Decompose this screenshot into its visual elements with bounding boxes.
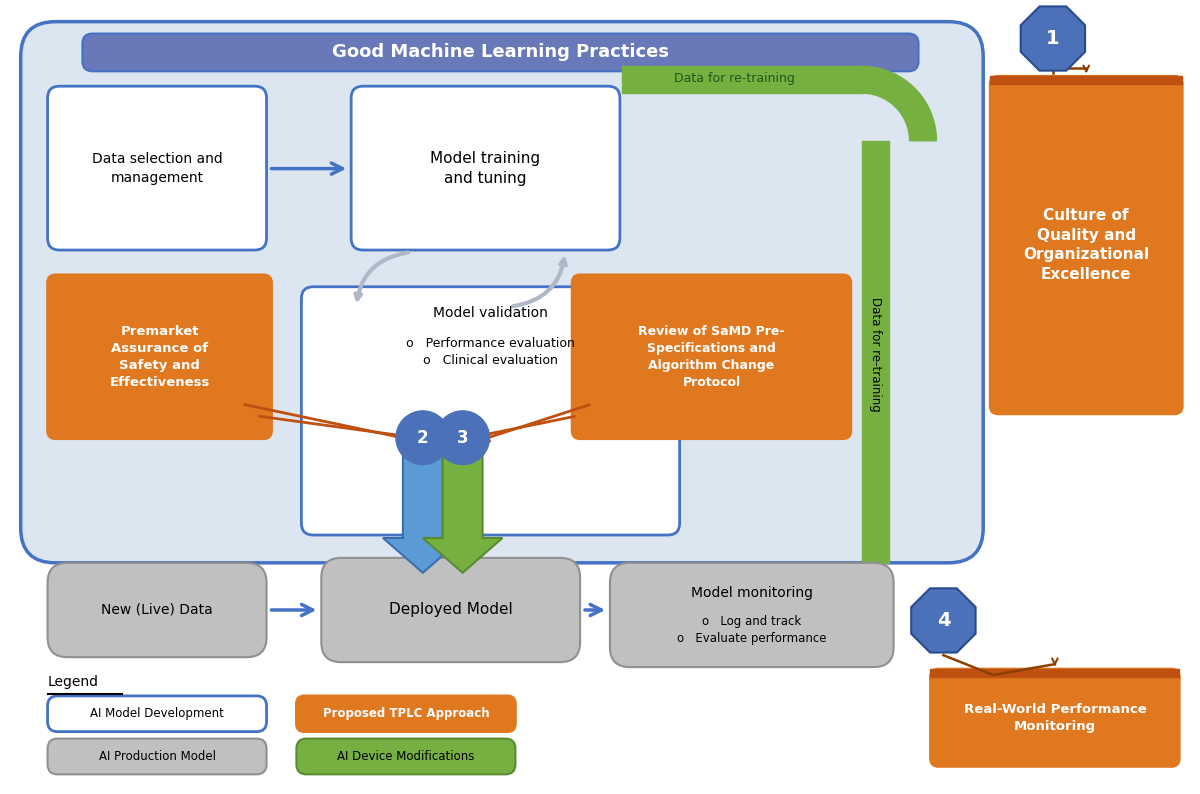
Text: Review of SaMD Pre-
Specifications and
Algorithm Change
Protocol: Review of SaMD Pre- Specifications and A… xyxy=(638,326,785,389)
FancyBboxPatch shape xyxy=(48,87,266,250)
Text: Legend: Legend xyxy=(48,675,98,689)
Text: Good Machine Learning Practices: Good Machine Learning Practices xyxy=(332,44,668,61)
Text: Model monitoring: Model monitoring xyxy=(691,586,812,599)
Text: 1: 1 xyxy=(1046,29,1060,48)
Polygon shape xyxy=(911,588,976,653)
Text: AI Device Modifications: AI Device Modifications xyxy=(337,750,474,763)
FancyBboxPatch shape xyxy=(301,287,679,535)
Text: Model training
and tuning: Model training and tuning xyxy=(431,151,540,186)
FancyBboxPatch shape xyxy=(48,696,266,731)
Text: New (Live) Data: New (Live) Data xyxy=(101,603,212,617)
FancyBboxPatch shape xyxy=(930,669,1180,766)
Text: Data for re-training: Data for re-training xyxy=(869,297,882,411)
Text: AI Production Model: AI Production Model xyxy=(98,750,216,763)
FancyBboxPatch shape xyxy=(48,738,266,774)
Polygon shape xyxy=(383,439,463,572)
FancyBboxPatch shape xyxy=(296,738,515,774)
FancyBboxPatch shape xyxy=(610,563,894,667)
Text: AI Model Development: AI Model Development xyxy=(90,707,224,720)
FancyBboxPatch shape xyxy=(83,33,918,71)
Text: Proposed TPLC Approach: Proposed TPLC Approach xyxy=(323,707,490,720)
Text: 4: 4 xyxy=(936,611,950,630)
Text: Real-World Performance
Monitoring: Real-World Performance Monitoring xyxy=(964,703,1146,733)
Circle shape xyxy=(436,411,490,464)
FancyBboxPatch shape xyxy=(322,558,580,662)
Text: 3: 3 xyxy=(457,429,468,447)
Polygon shape xyxy=(422,439,503,572)
Text: Model validation: Model validation xyxy=(433,306,548,320)
FancyBboxPatch shape xyxy=(48,563,266,657)
FancyBboxPatch shape xyxy=(296,696,515,731)
Polygon shape xyxy=(1021,6,1085,71)
Text: Premarket
Assurance of
Safety and
Effectiveness: Premarket Assurance of Safety and Effect… xyxy=(109,326,210,389)
Text: o   Performance evaluation
o   Clinical evaluation: o Performance evaluation o Clinical eval… xyxy=(406,337,575,368)
Text: o   Log and track
o   Evaluate performance: o Log and track o Evaluate performance xyxy=(677,615,827,646)
Text: Data selection and
management: Data selection and management xyxy=(91,152,222,185)
FancyBboxPatch shape xyxy=(20,21,983,563)
FancyBboxPatch shape xyxy=(352,87,620,250)
Polygon shape xyxy=(862,67,936,141)
Text: 2: 2 xyxy=(418,429,428,447)
Circle shape xyxy=(396,411,450,464)
Text: Data for re-training: Data for re-training xyxy=(674,72,794,85)
FancyBboxPatch shape xyxy=(48,275,271,439)
Text: Deployed Model: Deployed Model xyxy=(389,603,512,618)
Text: Culture of
Quality and
Organizational
Excellence: Culture of Quality and Organizational Ex… xyxy=(1024,208,1150,283)
FancyBboxPatch shape xyxy=(572,275,851,439)
FancyBboxPatch shape xyxy=(990,76,1182,414)
